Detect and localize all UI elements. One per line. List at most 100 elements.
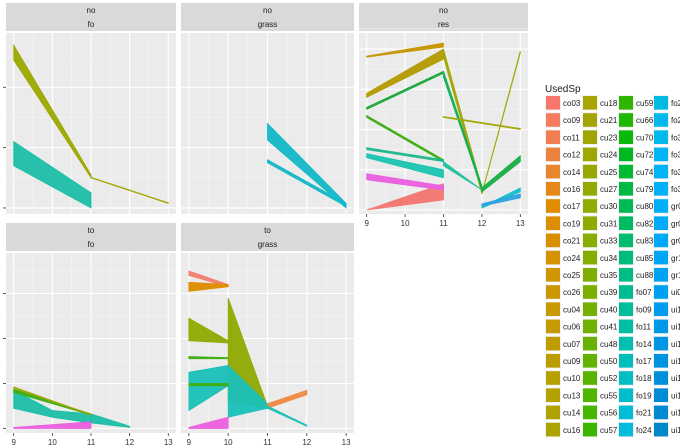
legend-item: ui1 [653, 301, 680, 317]
legend-item: cu40 [582, 301, 618, 317]
ribbon-cu55 [188, 356, 229, 360]
legend-label: gr1 [671, 271, 680, 280]
ribbon-cu40 [90, 176, 169, 204]
legend-label: ui1 [671, 323, 680, 332]
legend-title: UsedSp [545, 84, 581, 95]
legend-item: cu21 [582, 112, 618, 128]
ribbon-fo17 [267, 405, 308, 427]
facet-strip [6, 223, 176, 251]
legend-key [546, 336, 560, 351]
legend-key [619, 164, 633, 179]
legend-key [654, 336, 668, 351]
ribbon-ui10 [366, 173, 444, 191]
legend-key [654, 371, 668, 385]
legend-label: ui1 [671, 426, 680, 435]
legend-item: cu39 [582, 284, 618, 300]
legend-item: cu34 [582, 249, 618, 266]
legend-key [654, 96, 668, 110]
legend-key [619, 371, 633, 385]
legend-label: fo3 [671, 168, 680, 177]
ribbon-cu48 [13, 386, 92, 416]
legend-key [583, 250, 597, 265]
legend-key [546, 182, 560, 196]
legend-key [546, 164, 560, 179]
legend-label: cu23 [600, 133, 618, 142]
legend-key [546, 199, 560, 213]
facet-panel: to grass 9 10 11 12 13 [181, 223, 354, 447]
legend-item: co03 [545, 95, 581, 111]
legend-item: fo21 [618, 404, 652, 421]
ribbon-fo11 [90, 413, 131, 428]
legend-label: cu21 [600, 116, 618, 125]
facet-strip-bottom-label: res [438, 20, 449, 29]
legend-key [546, 268, 560, 282]
legend-label: ui1 [671, 340, 680, 349]
legend-key [546, 233, 560, 248]
legend-label: fo24 [636, 426, 652, 435]
x-tick-label: 10 [224, 438, 233, 447]
legend-key [654, 354, 668, 368]
legend-label: fo19 [636, 391, 652, 400]
legend-label: cu40 [600, 305, 618, 314]
legend-item: ui0 [653, 284, 680, 300]
legend-label: cu74 [636, 168, 654, 177]
legend-key [619, 285, 633, 299]
ribbon-cu33 [366, 48, 444, 99]
legend-label: co09 [563, 116, 581, 125]
legend-key [583, 233, 597, 248]
legend-item: gr1 [653, 249, 680, 266]
legend-label: ui1 [671, 357, 680, 366]
legend-label: cu33 [600, 237, 618, 246]
legend-key [583, 371, 597, 385]
legend-key [619, 147, 633, 162]
legend-label: ui1 [671, 305, 680, 314]
x-tick-label: 9 [12, 438, 17, 447]
legend-label: ui0 [671, 288, 680, 297]
legend-label: fo2 [671, 99, 680, 108]
legend-item: cu07 [545, 335, 581, 352]
legend-item: cu30 [582, 198, 618, 214]
legend-label: cu34 [600, 254, 618, 263]
legend-key [546, 130, 560, 144]
legend-item: cu41 [582, 318, 618, 335]
legend-label: cu09 [563, 357, 581, 366]
legend-key [654, 388, 668, 402]
legend-item: cu25 [582, 163, 618, 180]
x-tick-label: 13 [342, 438, 351, 447]
legend-label: cu50 [600, 357, 618, 366]
legend-label: cu66 [636, 116, 654, 125]
legend-item: cu82 [618, 215, 654, 231]
legend-key [583, 405, 597, 420]
legend-key [654, 302, 668, 316]
legend-key [654, 319, 668, 334]
legend-key [654, 130, 668, 144]
legend-key [546, 302, 560, 316]
legend-item: cu80 [618, 198, 654, 214]
legend-key [583, 164, 597, 179]
legend-label: cu52 [600, 374, 618, 383]
legend-key [619, 405, 633, 420]
ribbon-cu74 [481, 154, 521, 193]
legend-key [546, 216, 560, 230]
legend-label: fo14 [636, 340, 652, 349]
facet-panel: no grass [181, 3, 354, 214]
legend-key [546, 250, 560, 265]
legend-item: cu24 [582, 146, 618, 163]
legend-item: co25 [545, 267, 581, 283]
legend-label: gr0 [671, 202, 680, 211]
legend-label: gr0 [671, 219, 680, 228]
legend-key [619, 233, 633, 248]
legend-key [619, 113, 633, 127]
legend-key [619, 216, 633, 230]
legend-label: co12 [563, 151, 581, 160]
legend-item: ui1 [653, 387, 680, 403]
legend-key [619, 250, 633, 265]
legend-key [654, 182, 668, 196]
legend-label: cu56 [600, 409, 618, 418]
legend-item: co19 [545, 215, 581, 231]
legend-label: co17 [563, 202, 581, 211]
legend-label: fo11 [636, 323, 652, 332]
x-tick-label: 12 [302, 438, 311, 447]
ribbon-cu18 [366, 42, 444, 58]
legend-item: fo11 [618, 318, 652, 335]
